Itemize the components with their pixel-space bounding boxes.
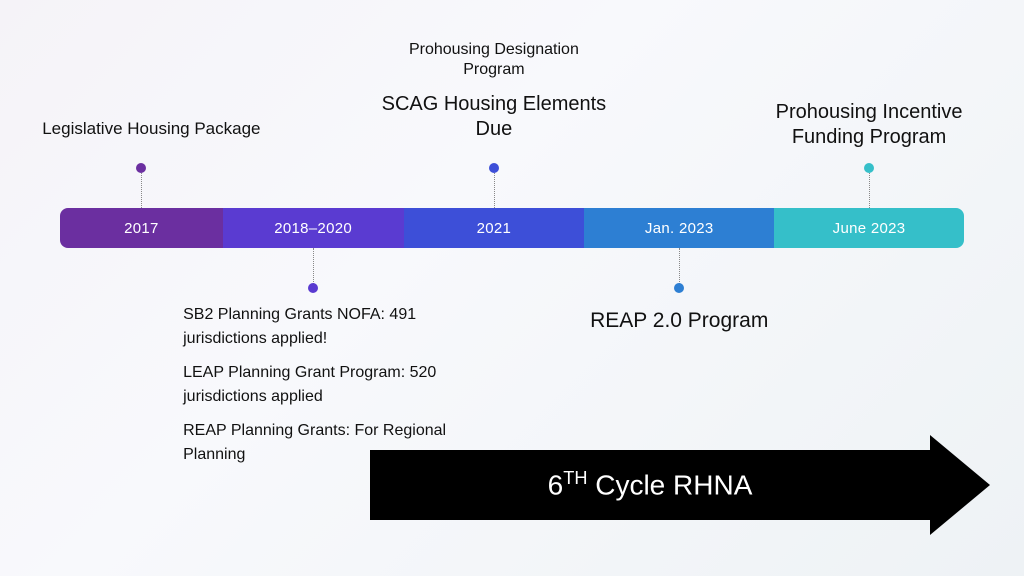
annotation-label: Prohousing Incentive Funding Program (739, 100, 999, 150)
annotation-label: Prohousing Designation Program (364, 40, 624, 80)
timeline-bar: 20172018–20202021Jan. 2023June 2023 (60, 208, 964, 248)
cycle-arrow-label: 6TH Cycle RHNA (548, 468, 753, 501)
connector (869, 168, 870, 208)
timeline-segment: June 2023 (774, 208, 964, 248)
cycle-arrow-body: 6TH Cycle RHNA (370, 450, 930, 520)
connector (141, 168, 142, 208)
cycle-arrow: 6TH Cycle RHNA (370, 450, 990, 520)
timeline-segment: 2018–2020 (223, 208, 404, 248)
annotation-label: Legislative Housing Package (21, 118, 281, 139)
annotation-line: LEAP Planning Grant Program: 520 jurisdi… (183, 361, 483, 409)
connector-dot (308, 283, 318, 293)
connector-dot (864, 163, 874, 173)
connector (313, 248, 314, 288)
connector (679, 248, 680, 288)
timeline-segment: 2021 (404, 208, 585, 248)
cycle-arrow-head (930, 435, 990, 535)
annotation-label: REAP 2.0 Program (549, 308, 809, 334)
annotation-label: SCAG Housing Elements Due (354, 92, 634, 142)
annotation-line: SB2 Planning Grants NOFA: 491 jurisdicti… (183, 303, 483, 351)
connector-dot (136, 163, 146, 173)
timeline-diagram: 20172018–20202021Jan. 2023June 2023 Legi… (0, 0, 1024, 576)
timeline-segment: Jan. 2023 (584, 208, 774, 248)
connector-dot (489, 163, 499, 173)
connector (494, 168, 495, 208)
connector-dot (674, 283, 684, 293)
timeline-segment: 2017 (60, 208, 223, 248)
